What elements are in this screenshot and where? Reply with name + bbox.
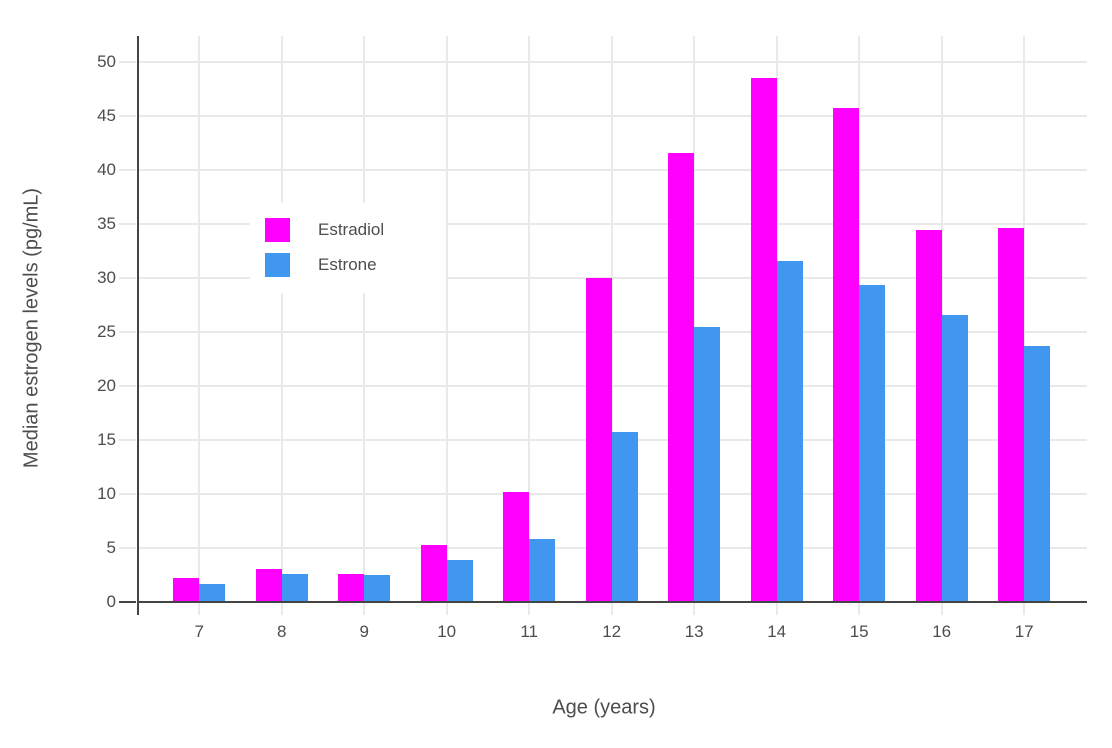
y-tick-mark — [119, 384, 136, 387]
y-tick-label: 45 — [97, 106, 116, 126]
y-axis-line — [136, 35, 139, 615]
bar-estrone-17 — [1024, 346, 1051, 602]
y-tick-mark — [119, 61, 136, 64]
x-tick-label: 13 — [684, 622, 704, 641]
v-gridline — [1023, 35, 1026, 615]
y-tick-mark — [119, 600, 136, 603]
x-tick-label: 12 — [602, 622, 622, 641]
y-tick-label: 35 — [97, 214, 116, 234]
y-tick-label: 20 — [97, 375, 116, 395]
y-tick-label: 10 — [97, 483, 116, 503]
y-axis-title: Median estrogen levels (pg/mL) — [20, 187, 43, 469]
v-gridline — [280, 35, 283, 615]
zero-line — [136, 600, 1087, 603]
y-tick-mark — [119, 331, 136, 333]
y-tick-label: 15 — [97, 429, 116, 449]
legend: Estradiol Estrone — [250, 203, 446, 293]
bar-estrone-12 — [611, 432, 638, 602]
bar-estradiol-10 — [420, 544, 447, 602]
y-tick-mark — [119, 169, 136, 172]
y-tick-label: 40 — [97, 160, 116, 180]
bar-estradiol-9 — [338, 573, 365, 602]
v-gridline — [610, 35, 613, 615]
x-tick-label: 10 — [437, 622, 457, 641]
estrone-swatch-icon — [265, 253, 290, 277]
bar-estrone-15 — [859, 284, 886, 602]
bar-estradiol-13 — [668, 152, 695, 602]
bar-estradiol-16 — [915, 229, 942, 602]
y-tick-mark — [119, 438, 136, 441]
x-tick-label: 17 — [1014, 622, 1034, 641]
bar-estrone-7 — [199, 584, 226, 602]
y-tick-label: 30 — [97, 268, 116, 288]
bar-estradiol-12 — [585, 278, 612, 602]
y-tick-mark — [119, 492, 136, 495]
bar-estradiol-17 — [998, 228, 1025, 602]
x-tick-label: 9 — [359, 622, 369, 641]
bar-estradiol-15 — [833, 107, 860, 602]
y-tick-mark — [119, 546, 136, 549]
bar-estradiol-8 — [255, 569, 282, 602]
bar-estrone-8 — [281, 573, 308, 602]
bar-estradiol-7 — [173, 577, 200, 602]
y-tick-label: 5 — [106, 537, 116, 557]
v-gridline — [445, 35, 448, 615]
y-tick-label: 0 — [106, 591, 116, 611]
bar-estrone-9 — [364, 574, 391, 602]
y-tick-mark — [119, 115, 136, 118]
v-gridline — [363, 35, 366, 615]
bar-estrone-11 — [529, 539, 556, 602]
y-tick-label: 50 — [97, 52, 116, 72]
bar-estrone-10 — [446, 559, 473, 602]
x-tick-label: 14 — [767, 622, 787, 641]
legend-label-estradiol: Estradiol — [318, 220, 385, 239]
bar-estrone-16 — [941, 314, 968, 602]
x-tick-label: 8 — [276, 622, 287, 641]
bar-estrone-13 — [694, 326, 721, 602]
bar-estradiol-14 — [750, 78, 777, 602]
v-gridline — [528, 35, 531, 615]
bar-estrone-14 — [776, 260, 803, 602]
y-tick-label: 25 — [97, 322, 116, 341]
bar-estradiol-11 — [503, 491, 530, 602]
x-tick-label: 15 — [849, 622, 869, 641]
v-gridline — [693, 35, 696, 615]
x-tick-label: 7 — [194, 622, 204, 641]
v-gridline — [198, 35, 201, 615]
y-tick-mark — [119, 223, 136, 226]
x-tick-label: 16 — [932, 622, 952, 641]
estradiol-swatch-icon — [265, 218, 290, 242]
x-tick-label: 11 — [520, 622, 539, 641]
legend-label-estrone: Estrone — [318, 255, 377, 274]
y-tick-mark — [119, 277, 136, 280]
x-axis-title: Age (years) — [552, 696, 656, 719]
